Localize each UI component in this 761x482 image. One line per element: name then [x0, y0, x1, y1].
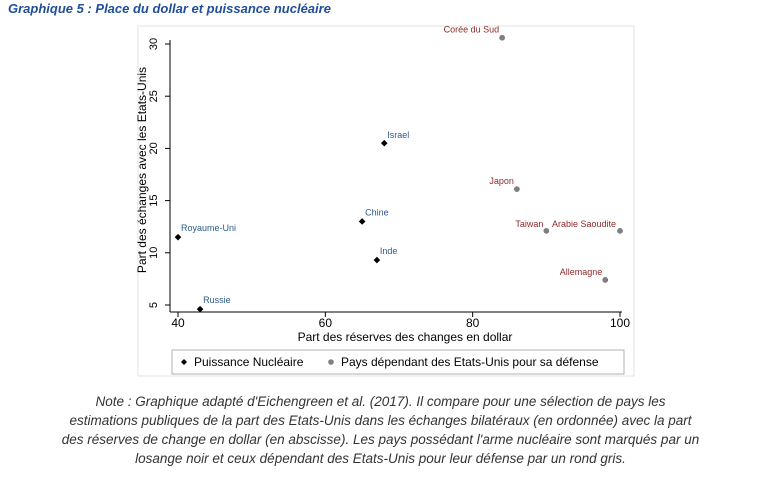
- point-label-chine: Chine: [365, 207, 389, 217]
- y-tick-label-10: 10: [148, 247, 160, 259]
- y-tick-label-15: 15: [148, 194, 160, 206]
- note-line-4: losange noir et ceux dépendant des Etats…: [135, 451, 626, 466]
- x-tick-label-100: 100: [610, 316, 630, 330]
- point-russie: [196, 305, 204, 313]
- point-label-russie: Russie: [203, 295, 231, 305]
- legend-box: [171, 349, 625, 375]
- note-line-2: estimations publiques de la part des Eta…: [69, 413, 692, 428]
- y-tick-label-5: 5: [148, 302, 160, 308]
- point-allemagne: [602, 277, 609, 283]
- x-tick-label-80: 80: [466, 316, 480, 330]
- point-label-inde: Inde: [380, 246, 398, 256]
- y-tick-label-20: 20: [148, 142, 160, 154]
- point-label-taiwan: Taiwan: [515, 219, 543, 229]
- point-coree-du-sud: [499, 34, 506, 41]
- plot-region: [137, 25, 635, 377]
- point-label-israel: Israel: [387, 130, 409, 140]
- x-axis-title: Part des réserves des changes en dollar: [298, 330, 513, 344]
- legend-label-dependent: Pays dépendant des Etats-Unis pour sa dé…: [341, 355, 599, 369]
- point-israel: [380, 139, 388, 147]
- legend-marker-nuclear: [181, 359, 187, 365]
- scatter-chart: 5 10 15 20 25 30 40 60 80 100 Part des réserves de…: [135, 25, 635, 377]
- y-tick-label-25: 25: [148, 90, 160, 102]
- point-label-arabie-saoudite: Arabie Saoudite: [552, 219, 616, 229]
- point-japon: [513, 186, 520, 193]
- point-label-allemagne: Allemagne: [560, 267, 603, 277]
- note-line-3: des réserves de change en dollar (en abs…: [61, 432, 700, 447]
- point-arabie-saoudite: [617, 227, 623, 234]
- point-label-royaume-uni: Royaume-Uni: [181, 223, 236, 233]
- point-inde: [373, 256, 381, 264]
- x-tick-label-60: 60: [319, 316, 333, 330]
- y-tick-label-30: 30: [148, 38, 160, 50]
- point-royaume-uni: [174, 233, 182, 241]
- y-axis-title: Part des échanges avec les Etats-Unis: [135, 67, 149, 273]
- figure-title: Graphique 5 : Place du dollar et puissan…: [8, 1, 331, 16]
- point-label-coree-du-sud: Corée du Sud: [444, 25, 500, 35]
- point-label-japon: Japon: [489, 176, 514, 186]
- figure-note: Note : Graphique adapté d'Eichengreen et…: [0, 392, 761, 468]
- legend-label-nuclear: Puissance Nucléaire: [194, 355, 304, 369]
- point-taiwan: [543, 227, 550, 234]
- point-chine: [358, 218, 366, 225]
- x-tick-label-40: 40: [171, 316, 185, 330]
- note-line-1: Note : Graphique adapté d'Eichengreen et…: [95, 394, 666, 409]
- legend-marker-dependent: [328, 359, 334, 365]
